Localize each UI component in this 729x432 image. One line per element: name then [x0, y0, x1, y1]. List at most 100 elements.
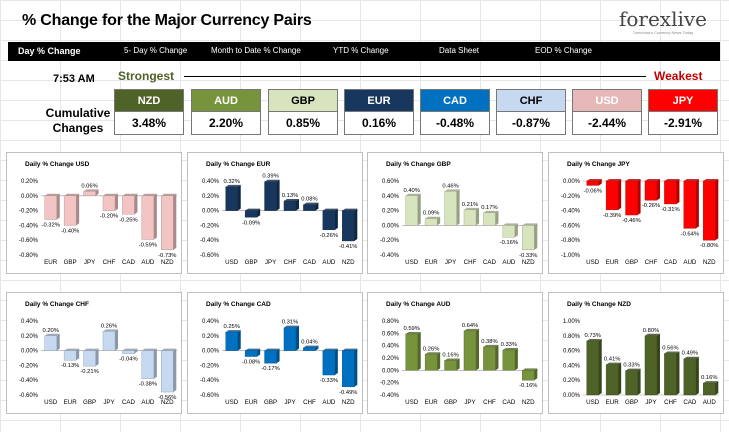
bar-nzd: [522, 370, 535, 381]
x-category-label: AUD: [141, 259, 155, 266]
bar-top: [322, 348, 338, 351]
bar-top: [405, 331, 421, 334]
page-title: % Change for the Major Currency Pairs: [22, 12, 312, 29]
x-category-label: JPY: [103, 399, 114, 406]
currency-cumulative-value: -2.91%: [649, 112, 717, 134]
currency-code: CHF: [497, 90, 565, 112]
bar-top: [64, 193, 80, 196]
data-label: 0.09%: [423, 211, 439, 217]
x-category-label: NZD: [522, 399, 535, 406]
currency-cumulative-value: -0.87%: [497, 112, 565, 134]
data-label: 0.38%: [481, 339, 497, 345]
bar-top: [483, 344, 499, 347]
bar-top: [64, 348, 80, 351]
forexlive-logo[interactable]: forexlive Tomorrow's Currency News Today: [608, 8, 718, 42]
data-label: 0.26%: [101, 323, 117, 329]
y-tick-label: 0.60%: [563, 349, 581, 355]
bar-side: [514, 223, 518, 238]
currency-cumulative-value: -2.44%: [573, 112, 641, 134]
bar-top: [703, 179, 719, 181]
y-tick-label: 0.40%: [21, 319, 39, 325]
y-tick-label: 0.20%: [202, 334, 220, 340]
bar-aud: [141, 195, 155, 240]
nav-5day-change[interactable]: 5- Day % Change: [124, 46, 188, 55]
chart-panel-eur[interactable]: 0.40% 0.20% 0.00% -0.20% -0.40% -0.60% 0.32% US…: [187, 152, 363, 274]
chart-panel-cad[interactable]: 0.40% 0.20% 0.00% -0.20% -0.40% -0.60% 0.25% US…: [187, 292, 363, 414]
data-label: -0.33%: [320, 378, 338, 384]
chart-panel-jpy[interactable]: 0.00% -0.20% -0.40% -0.60% -0.80% -1.00% -0.06…: [548, 152, 724, 274]
x-category-label: GBP: [625, 399, 638, 406]
bar-top: [245, 208, 261, 211]
y-tick-label: -0.20%: [200, 223, 220, 229]
bar-top: [225, 184, 241, 187]
bar-side: [354, 348, 358, 387]
nav-eod-change[interactable]: EOD % Change: [535, 46, 592, 55]
currency-box-cad: CAD -0.48%: [420, 89, 490, 135]
nav-ytd-change[interactable]: YTD % Change: [333, 46, 389, 55]
bar-top: [425, 352, 441, 355]
bar-side: [276, 348, 280, 364]
bar-top: [425, 216, 441, 219]
bar-cad: [303, 204, 316, 211]
data-label: 0.33%: [623, 363, 639, 369]
bar-side: [296, 325, 300, 351]
y-tick-label: -0.60%: [200, 253, 220, 259]
chart-svg: 0.00% -0.20% -0.40% -0.60% -0.80% -1.00% -0.06…: [561, 179, 719, 266]
chart-panel-nzd[interactable]: 1.00% 0.80% 0.60% 0.40% 0.20% 0.00% 0.73% USD 0.…: [548, 292, 724, 414]
data-label: -0.64%: [681, 231, 699, 237]
data-label: -0.39%: [603, 213, 621, 219]
x-category-label: AUD: [502, 259, 516, 266]
bar-top: [141, 193, 157, 196]
bar-top: [342, 348, 358, 351]
bar-top: [683, 179, 699, 181]
bar-top: [703, 381, 719, 384]
bar-gbp: [444, 360, 457, 371]
bar-side: [315, 345, 319, 351]
chart-panel-chf[interactable]: 0.40% 0.20% 0.00% -0.20% -0.40% -0.60% 0.20% US…: [6, 292, 182, 414]
data-label: 0.20%: [42, 328, 58, 334]
x-category-label: JPY: [464, 399, 475, 406]
bar-top: [483, 210, 499, 213]
bar-side: [115, 193, 119, 211]
bar-top: [502, 347, 518, 350]
bar-side: [334, 208, 338, 230]
bar-top: [444, 358, 460, 361]
bar-aud: [322, 210, 336, 231]
bar-side: [237, 184, 241, 211]
bar-top: [225, 330, 241, 333]
bar-side: [134, 348, 138, 354]
x-category-label: CHF: [645, 259, 658, 266]
nav-data-sheet[interactable]: Data Sheet: [439, 46, 480, 55]
x-category-label: JPY: [445, 259, 456, 266]
bar-usd: [225, 186, 238, 211]
bar-side: [315, 202, 319, 211]
data-label: -0.26%: [320, 233, 338, 239]
y-tick-label: 0.20%: [382, 209, 400, 215]
bar-side: [695, 179, 699, 229]
y-tick-label: -0.40%: [19, 378, 39, 384]
x-category-label: GBP: [245, 259, 258, 266]
bar-side: [95, 189, 99, 196]
x-category-label: NZD: [342, 259, 355, 266]
bar-top: [625, 368, 641, 371]
bar-side: [417, 193, 421, 226]
y-tick-label: 0.20%: [21, 179, 39, 185]
chart-panel-gbp[interactable]: 0.60% 0.40% 0.20% 0.00% -0.20% -0.40% 0.40% USD…: [367, 152, 543, 274]
bar-gbp: [83, 350, 96, 367]
bar-aud: [703, 382, 716, 396]
chart-title: Daily % Change NZD: [567, 301, 631, 308]
data-label: 0.33%: [501, 342, 517, 348]
chart-panel-usd[interactable]: 0.20% 0.00% -0.20% -0.40% -0.60% -0.80% -0.32%…: [6, 152, 182, 274]
bar-top: [625, 179, 641, 181]
nav-month-to-date-change[interactable]: Month to Date % Change: [211, 46, 301, 55]
bar-side: [534, 368, 538, 381]
y-tick-label: 0.20%: [382, 356, 400, 362]
y-tick-label: 0.80%: [563, 334, 581, 340]
data-label: -0.17%: [261, 366, 279, 372]
bar-top: [283, 198, 300, 201]
bar-gbp: [625, 370, 638, 396]
chart-panel-aud[interactable]: 0.80% 0.60% 0.40% 0.20% 0.00% -0.20% -0.40% 0.5…: [367, 292, 543, 414]
nav-day-change[interactable]: Day % Change: [18, 46, 81, 56]
data-label: 0.56%: [662, 346, 678, 352]
bar-side: [598, 338, 602, 395]
